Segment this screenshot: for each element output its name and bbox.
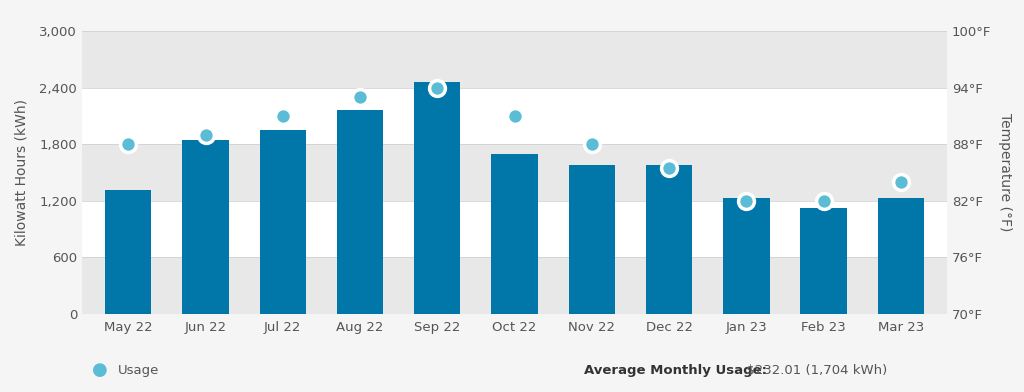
Point bbox=[198, 132, 214, 138]
Point bbox=[660, 165, 677, 171]
Point bbox=[815, 198, 831, 204]
Bar bbox=[414, 82, 461, 314]
Point bbox=[120, 141, 136, 147]
Bar bbox=[182, 140, 228, 314]
Point bbox=[506, 113, 522, 119]
Point bbox=[274, 113, 291, 119]
Bar bbox=[82, 257, 947, 314]
Bar bbox=[260, 130, 306, 314]
Bar bbox=[878, 198, 924, 314]
Bar bbox=[337, 111, 383, 314]
Bar bbox=[82, 201, 947, 257]
Y-axis label: Temperature (°F): Temperature (°F) bbox=[998, 113, 1013, 232]
Y-axis label: Kilowatt Hours (kWh): Kilowatt Hours (kWh) bbox=[14, 99, 28, 246]
Bar bbox=[82, 88, 947, 144]
Bar bbox=[568, 165, 615, 314]
Bar bbox=[723, 198, 769, 314]
Bar bbox=[82, 31, 947, 88]
Bar bbox=[82, 144, 947, 201]
Point bbox=[352, 94, 369, 100]
Bar bbox=[105, 191, 152, 314]
Point bbox=[584, 141, 600, 147]
Bar bbox=[801, 208, 847, 314]
Point bbox=[738, 198, 755, 204]
Bar bbox=[646, 165, 692, 314]
Text: Usage: Usage bbox=[118, 364, 159, 377]
Text: $232.01 (1,704 kWh): $232.01 (1,704 kWh) bbox=[742, 364, 888, 377]
Bar bbox=[492, 154, 538, 314]
Text: ●: ● bbox=[92, 361, 108, 379]
Point bbox=[429, 85, 445, 91]
Text: Average Monthly Usage:: Average Monthly Usage: bbox=[584, 364, 767, 377]
Point bbox=[893, 179, 909, 185]
